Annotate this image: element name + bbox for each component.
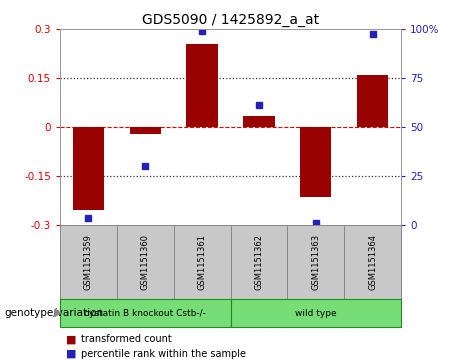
Text: GSM1151361: GSM1151361 <box>198 234 207 290</box>
Text: percentile rank within the sample: percentile rank within the sample <box>81 349 246 359</box>
Text: ▶: ▶ <box>54 308 62 318</box>
Text: ■: ■ <box>66 334 77 344</box>
Text: GSM1151362: GSM1151362 <box>254 234 263 290</box>
Title: GDS5090 / 1425892_a_at: GDS5090 / 1425892_a_at <box>142 13 319 26</box>
Text: GSM1151360: GSM1151360 <box>141 234 150 290</box>
Text: wild type: wild type <box>295 309 337 318</box>
Text: ■: ■ <box>66 349 77 359</box>
Bar <box>243 115 275 127</box>
Bar <box>357 75 388 127</box>
Bar <box>130 127 161 134</box>
Text: cystatin B knockout Cstb-/-: cystatin B knockout Cstb-/- <box>84 309 206 318</box>
Text: GSM1151363: GSM1151363 <box>311 234 320 290</box>
Text: transformed count: transformed count <box>81 334 171 344</box>
Text: genotype/variation: genotype/variation <box>5 308 104 318</box>
Text: GSM1151364: GSM1151364 <box>368 234 377 290</box>
Bar <box>186 44 218 127</box>
Bar <box>300 127 331 197</box>
Text: GSM1151359: GSM1151359 <box>84 234 93 290</box>
Bar <box>73 127 104 210</box>
